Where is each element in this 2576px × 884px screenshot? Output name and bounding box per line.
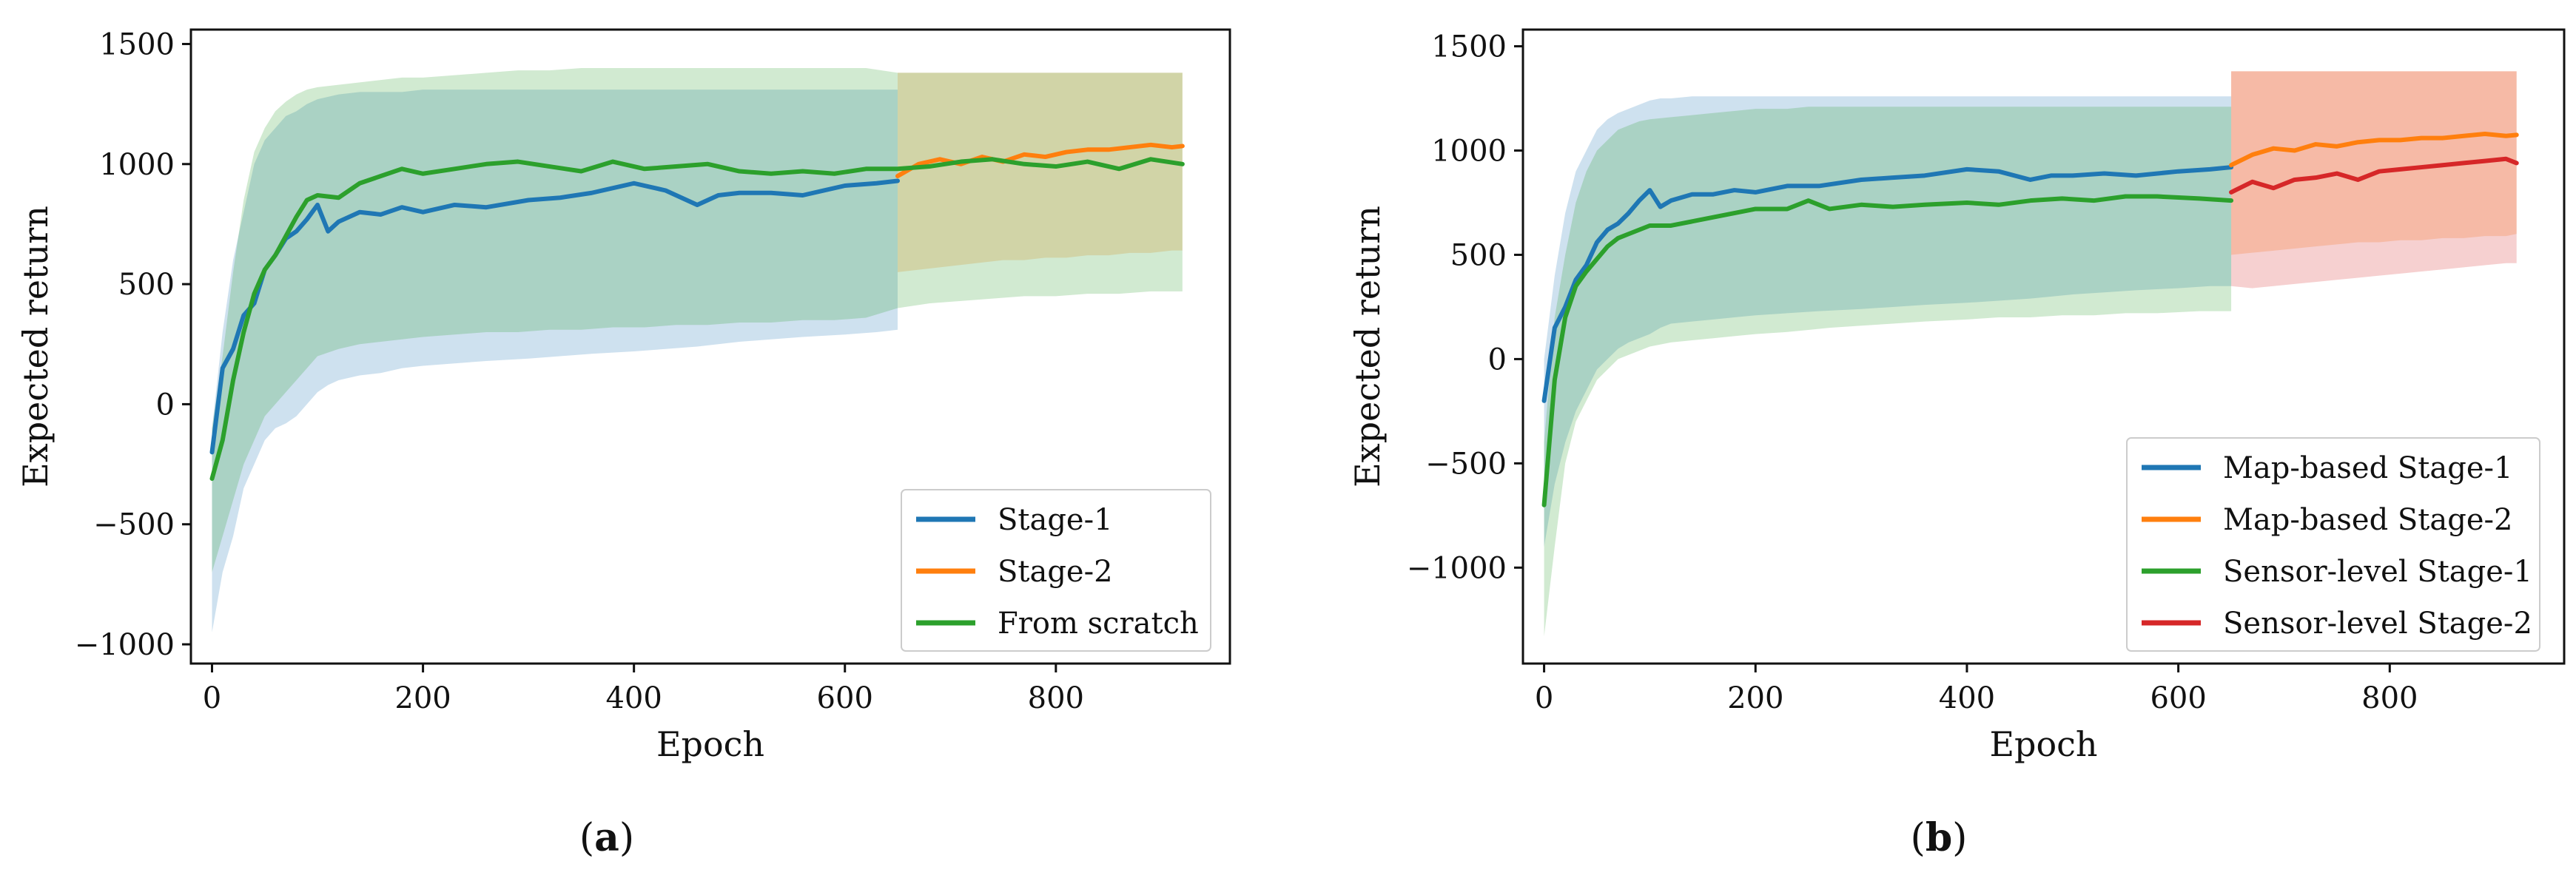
legend-item-sensor-level-stage-2: Sensor-level Stage-2	[2142, 607, 2532, 641]
series-line-map-based-stage-1	[1541, 165, 2234, 403]
band-map-based-stage-1	[1544, 96, 2232, 547]
legend-label: Map-based Stage-1	[2223, 451, 2512, 485]
legend-label: Map-based Stage-2	[2223, 503, 2512, 537]
x-axis-label: Epoch	[656, 724, 764, 764]
series-line-stage-2	[895, 142, 1185, 179]
x-tick-label: 400	[605, 681, 662, 715]
x-tick-label: 0	[1535, 681, 1553, 715]
y-tick-label: 1000	[99, 148, 175, 182]
band-map-based-stage-2	[2231, 71, 2517, 255]
caption-open-paren: (	[1911, 816, 1926, 860]
band-stage-2	[898, 72, 1183, 272]
caption-close-paren: )	[619, 816, 634, 860]
legend-item-map-based-stage-1: Map-based Stage-1	[2142, 451, 2512, 485]
plot-area-frame	[189, 28, 1231, 665]
series-line-map-based-stage-2	[2229, 131, 2519, 168]
panel-a: 0 200 400 600 800 −1000 −500 0 500 1000 1500 Epoc…	[16, 27, 1231, 860]
legend: Stage-1 Stage-2 From scratch	[901, 489, 1211, 652]
y-axis-ticks: −1000 −500 0 500 1000 1500	[1407, 30, 1523, 585]
y-tick-label: 1500	[1431, 30, 1507, 64]
x-tick-label: 800	[2361, 681, 2418, 715]
caption-letter: a	[594, 815, 619, 860]
y-axis-ticks: −1000 −500 0 500 1000 1500	[75, 27, 191, 662]
y-axis-label: Expected return	[1348, 206, 1388, 487]
y-tick-label: 0	[1488, 343, 1507, 377]
legend-box	[2126, 437, 2540, 652]
y-tick-label: −1000	[75, 628, 175, 662]
caption-close-paren: )	[1952, 816, 1967, 860]
legend-label: Sensor-level Stage-2	[2223, 607, 2532, 641]
y-tick-label: 1500	[99, 27, 175, 61]
y-tick-label: −1000	[1407, 551, 1507, 585]
x-tick-label: 600	[817, 681, 873, 715]
caption-letter: b	[1926, 815, 1952, 860]
series-line-sensor-level-stage-2	[2229, 156, 2519, 195]
panel-caption: (b)	[1911, 815, 1968, 860]
legend-label: From scratch	[998, 607, 1199, 641]
y-tick-label: 1000	[1431, 135, 1507, 169]
legend-item-stage-1: Stage-1	[916, 503, 1113, 537]
band-sensor-level-stage-2	[2231, 71, 2517, 289]
x-tick-label: 200	[1727, 681, 1783, 715]
confidence-bands	[1544, 71, 2517, 637]
legend-item-stage-2: Stage-2	[916, 555, 1113, 589]
x-tick-label: 0	[203, 681, 221, 715]
panel-b: 0 200 400 600 800 −1000 −500 0 500 1000 1500 Epoc…	[1348, 28, 2566, 860]
series-line-from-scratch	[209, 157, 1185, 482]
band-sensor-level-stage-1	[1544, 107, 2232, 637]
legend-item-sensor-level-stage-1: Sensor-level Stage-1	[2142, 555, 2532, 589]
legend-label: Sensor-level Stage-1	[2223, 555, 2532, 589]
y-axis-label: Expected return	[16, 206, 56, 487]
caption-open-paren: (	[579, 816, 594, 860]
panel-caption: (a)	[579, 815, 634, 860]
series-lines	[1541, 131, 2519, 507]
y-tick-label: 500	[1450, 238, 1507, 272]
legend-label: Stage-1	[998, 503, 1113, 537]
x-axis-ticks: 0 200 400 600 800	[1535, 664, 2418, 715]
x-tick-label: 200	[394, 681, 451, 715]
legend-box	[901, 489, 1211, 652]
series-lines	[209, 142, 1185, 482]
confidence-bands	[212, 67, 1183, 632]
band-from-scratch	[212, 67, 1183, 573]
y-tick-label: −500	[93, 508, 175, 542]
band-stage-1	[212, 90, 898, 632]
x-tick-label: 800	[1028, 681, 1084, 715]
legend-item-map-based-stage-2: Map-based Stage-2	[2142, 503, 2512, 537]
x-tick-label: 400	[1939, 681, 1995, 715]
y-tick-label: 500	[118, 268, 175, 302]
plot-area-frame	[1521, 28, 2566, 665]
y-tick-label: 0	[156, 388, 175, 422]
y-tick-label: −500	[1425, 447, 1507, 481]
legend-item-from-scratch: From scratch	[916, 607, 1199, 641]
x-tick-label: 600	[2150, 681, 2206, 715]
x-axis-ticks: 0 200 400 600 800	[203, 664, 1084, 715]
x-axis-label: Epoch	[1989, 724, 2097, 764]
legend-label: Stage-2	[998, 555, 1113, 589]
series-line-sensor-level-stage-1	[1541, 194, 2234, 507]
legend: Map-based Stage-1 Map-based Stage-2 Sensor…	[2126, 437, 2540, 652]
